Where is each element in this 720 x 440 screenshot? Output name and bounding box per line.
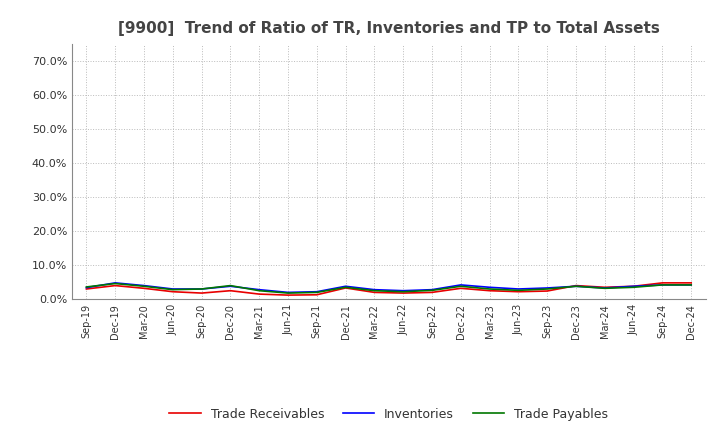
Trade Receivables	[226, 288, 235, 293]
Trade Payables	[629, 285, 638, 290]
Trade Receivables	[341, 285, 350, 290]
Trade Payables	[111, 281, 120, 286]
Trade Receivables	[255, 291, 264, 297]
Trade Receivables	[687, 280, 696, 286]
Trade Receivables	[658, 280, 667, 286]
Inventories	[111, 280, 120, 286]
Trade Payables	[140, 284, 148, 289]
Trade Payables	[370, 288, 379, 293]
Inventories	[82, 285, 91, 290]
Trade Receivables	[197, 290, 206, 296]
Inventories	[197, 286, 206, 292]
Trade Payables	[572, 284, 580, 289]
Inventories	[370, 287, 379, 292]
Trade Receivables	[82, 286, 91, 292]
Trade Payables	[658, 282, 667, 288]
Inventories	[572, 284, 580, 289]
Trade Payables	[82, 284, 91, 290]
Inventories	[312, 289, 321, 294]
Legend: Trade Receivables, Inventories, Trade Payables: Trade Receivables, Inventories, Trade Pa…	[164, 403, 613, 425]
Trade Receivables	[312, 292, 321, 297]
Trade Payables	[456, 284, 465, 289]
Inventories	[168, 286, 177, 292]
Trade Receivables	[514, 289, 523, 294]
Trade Receivables	[111, 283, 120, 288]
Trade Payables	[312, 290, 321, 295]
Trade Receivables	[140, 286, 148, 291]
Trade Payables	[255, 288, 264, 293]
Inventories	[140, 283, 148, 288]
Inventories	[600, 285, 609, 290]
Trade Payables	[485, 286, 494, 292]
Inventories	[428, 287, 436, 292]
Trade Payables	[341, 285, 350, 290]
Trade Payables	[543, 286, 552, 292]
Inventories	[485, 285, 494, 290]
Trade Payables	[168, 287, 177, 292]
Inventories	[341, 284, 350, 289]
Trade Receivables	[543, 288, 552, 293]
Trade Receivables	[456, 286, 465, 291]
Inventories	[514, 286, 523, 292]
Trade Receivables	[284, 293, 292, 298]
Inventories	[658, 282, 667, 288]
Line: Inventories: Inventories	[86, 283, 691, 293]
Inventories	[543, 285, 552, 290]
Line: Trade Payables: Trade Payables	[86, 283, 691, 293]
Trade Payables	[514, 288, 523, 293]
Inventories	[284, 290, 292, 295]
Inventories	[399, 288, 408, 293]
Trade Payables	[197, 286, 206, 292]
Trade Receivables	[370, 290, 379, 295]
Trade Receivables	[428, 290, 436, 295]
Trade Receivables	[572, 283, 580, 288]
Trade Payables	[284, 290, 292, 296]
Inventories	[687, 282, 696, 288]
Line: Trade Receivables: Trade Receivables	[86, 283, 691, 295]
Inventories	[255, 287, 264, 292]
Trade Receivables	[399, 290, 408, 296]
Trade Payables	[226, 283, 235, 288]
Trade Receivables	[629, 284, 638, 289]
Trade Payables	[399, 289, 408, 294]
Trade Receivables	[168, 289, 177, 294]
Inventories	[226, 284, 235, 289]
Title: [9900]  Trend of Ratio of TR, Inventories and TP to Total Assets: [9900] Trend of Ratio of TR, Inventories…	[118, 21, 660, 36]
Trade Receivables	[600, 285, 609, 290]
Trade Receivables	[485, 288, 494, 293]
Inventories	[629, 284, 638, 289]
Inventories	[456, 282, 465, 288]
Trade Payables	[428, 288, 436, 293]
Trade Payables	[600, 286, 609, 291]
Trade Payables	[687, 282, 696, 288]
